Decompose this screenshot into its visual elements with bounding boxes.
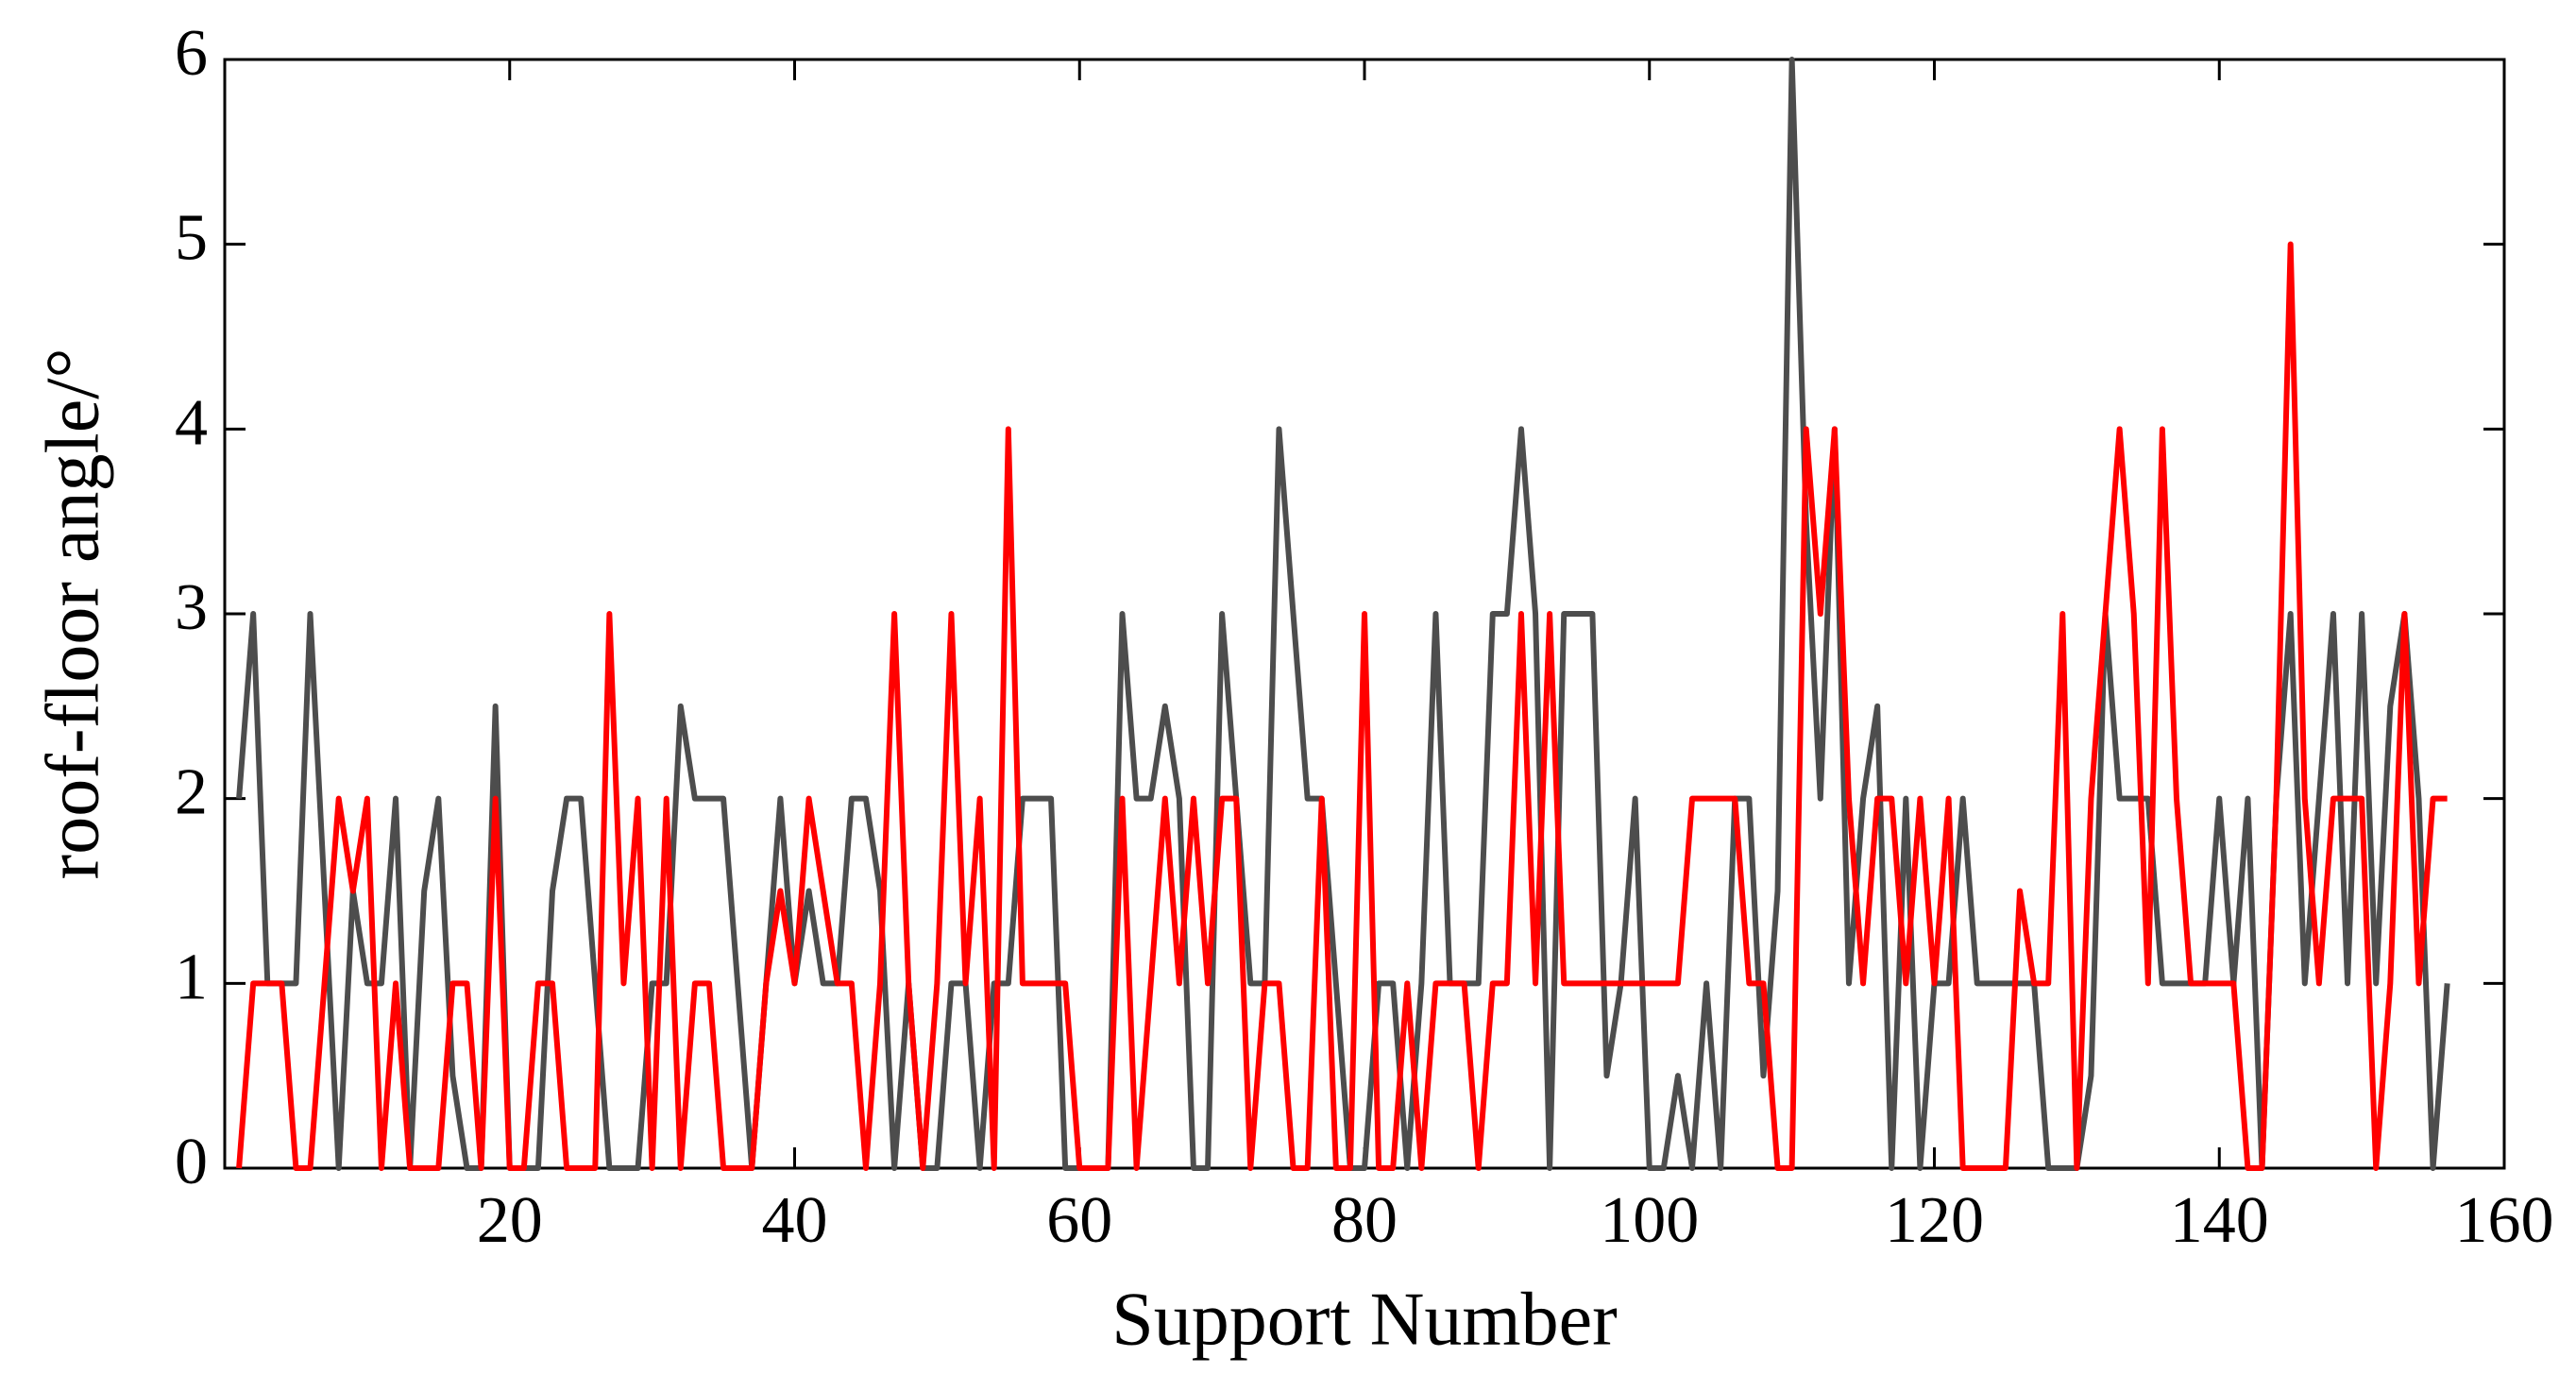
- x-tick-label: 80: [1331, 1184, 1398, 1257]
- y-tick-label: 6: [175, 17, 208, 90]
- x-tick-label: 140: [2170, 1184, 2269, 1257]
- line-series: [236, 241, 2448, 1171]
- y-tick-label: 5: [175, 202, 208, 275]
- x-tick-label: 20: [477, 1184, 543, 1257]
- x-tick-label: 60: [1046, 1184, 1112, 1257]
- y-tick-label: 1: [175, 941, 208, 1013]
- line-series: [236, 57, 2450, 1171]
- y-tick-label: 0: [175, 1126, 208, 1198]
- x-tick-label: 120: [1885, 1184, 1984, 1257]
- y-tick-label: 2: [175, 756, 208, 829]
- y-tick-label: 4: [175, 386, 208, 459]
- x-axis-label: Support Number: [1111, 1278, 1618, 1361]
- x-tick-label: 160: [2455, 1184, 2554, 1257]
- x-tick-label: 100: [1600, 1184, 1699, 1257]
- y-tick-label: 3: [175, 571, 208, 644]
- x-tick-label: 40: [762, 1184, 828, 1257]
- y-axis-label: roof-floor angle/°: [31, 348, 114, 880]
